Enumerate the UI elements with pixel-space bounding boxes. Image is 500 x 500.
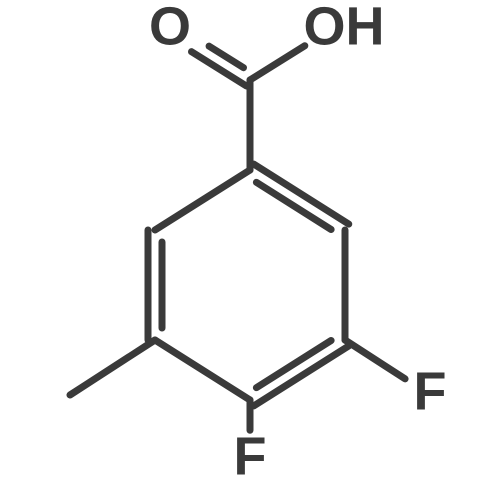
bond	[155, 340, 250, 400]
bond	[254, 164, 349, 224]
atom-label: F	[414, 361, 447, 421]
molecule-diagram: O OH F F	[0, 0, 500, 500]
bond	[250, 46, 305, 80]
bond	[191, 52, 246, 86]
atom-label: F	[234, 426, 267, 486]
atom-label: OH	[304, 0, 385, 56]
atom-label: O	[149, 0, 191, 56]
bond	[155, 170, 250, 230]
bond	[345, 340, 405, 379]
bond	[70, 340, 155, 395]
bond	[254, 346, 349, 406]
